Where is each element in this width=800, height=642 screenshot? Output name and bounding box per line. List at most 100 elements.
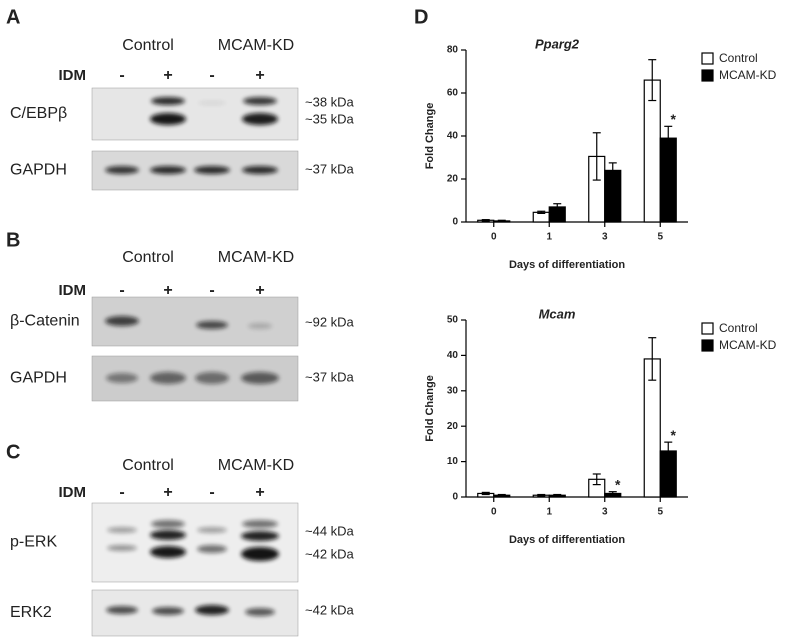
y-axis-label: Fold Change bbox=[424, 103, 436, 170]
y-axis-label: Fold Change bbox=[424, 375, 436, 442]
blot-band bbox=[242, 520, 278, 528]
x-tick-label: 5 bbox=[657, 507, 663, 518]
x-tick-label: 5 bbox=[657, 232, 663, 243]
y-tick-label: 0 bbox=[452, 217, 458, 228]
legend-swatch bbox=[701, 339, 714, 352]
y-tick-label: 20 bbox=[447, 421, 459, 432]
x-axis-label: Days of differentiation bbox=[509, 534, 625, 546]
lane-label: + bbox=[163, 282, 172, 299]
size-label: ~38 kDa bbox=[305, 94, 355, 109]
y-tick-label: 60 bbox=[447, 88, 459, 99]
legend-label: MCAM-KD bbox=[719, 338, 777, 352]
blot-band bbox=[194, 166, 230, 174]
blot-band bbox=[150, 546, 186, 558]
x-tick-label: 3 bbox=[602, 507, 608, 518]
blot-band bbox=[195, 372, 229, 384]
row-label: C/EBPβ bbox=[10, 105, 67, 122]
size-label: ~37 kDa bbox=[305, 161, 355, 176]
blot-band bbox=[151, 97, 185, 105]
size-label: ~44 kDa bbox=[305, 523, 355, 538]
treatment-label: IDM bbox=[59, 484, 87, 501]
size-label: ~42 kDa bbox=[305, 546, 355, 561]
blot-band bbox=[241, 531, 279, 541]
legend-swatch bbox=[701, 69, 714, 82]
blot-band bbox=[106, 606, 138, 614]
row-label: GAPDH bbox=[10, 370, 67, 387]
lane-label: + bbox=[255, 484, 264, 501]
blot-band bbox=[242, 113, 278, 125]
y-tick-label: 30 bbox=[447, 385, 459, 396]
y-tick-label: 10 bbox=[447, 456, 459, 467]
lane-label: - bbox=[209, 484, 214, 501]
lane-label: - bbox=[119, 484, 124, 501]
blot-band bbox=[150, 113, 186, 125]
x-tick-label: 0 bbox=[491, 232, 497, 243]
size-label: ~42 kDa bbox=[305, 602, 355, 617]
chart-title: Pparg2 bbox=[535, 36, 580, 51]
lane-label: + bbox=[255, 67, 264, 84]
blot-band bbox=[107, 545, 137, 551]
bar bbox=[659, 137, 677, 223]
blot-band bbox=[150, 530, 186, 540]
group-label: Control bbox=[122, 249, 174, 266]
panel-letter: D bbox=[414, 6, 428, 28]
significance-mark: * bbox=[671, 111, 677, 127]
blot-band bbox=[198, 101, 226, 105]
blot-band bbox=[241, 372, 279, 384]
y-tick-label: 20 bbox=[447, 174, 459, 185]
row-label: GAPDH bbox=[10, 162, 67, 179]
blot-band bbox=[197, 545, 227, 553]
blot-band bbox=[248, 323, 272, 329]
panel-letter: A bbox=[6, 6, 20, 28]
chart-title: Mcam bbox=[539, 306, 576, 321]
group-label: MCAM-KD bbox=[218, 37, 294, 54]
legend-swatch bbox=[701, 322, 714, 335]
blot-band bbox=[195, 605, 229, 615]
blot-band bbox=[105, 166, 139, 174]
blot-band bbox=[197, 527, 227, 533]
blot-band bbox=[106, 373, 138, 383]
blot-band bbox=[150, 166, 186, 174]
group-label: MCAM-KD bbox=[218, 249, 294, 266]
panel-letter: B bbox=[6, 229, 20, 251]
blot-band bbox=[151, 520, 185, 528]
y-tick-label: 50 bbox=[447, 315, 459, 326]
lane-label: + bbox=[163, 67, 172, 84]
blot-band bbox=[245, 608, 275, 616]
x-axis-label: Days of differentiation bbox=[509, 259, 625, 271]
significance-mark: * bbox=[671, 427, 677, 443]
legend-label: Control bbox=[719, 51, 758, 65]
y-tick-label: 80 bbox=[447, 45, 459, 56]
y-tick-label: 0 bbox=[452, 492, 458, 503]
blot-band bbox=[243, 97, 277, 105]
group-label: MCAM-KD bbox=[218, 457, 294, 474]
blot-band bbox=[150, 372, 186, 384]
significance-mark: * bbox=[615, 476, 621, 492]
legend-label: Control bbox=[719, 321, 758, 335]
lane-label: + bbox=[255, 282, 264, 299]
lane-label: - bbox=[119, 282, 124, 299]
blot-band bbox=[196, 321, 228, 329]
size-label: ~35 kDa bbox=[305, 111, 355, 126]
x-tick-label: 0 bbox=[491, 507, 497, 518]
size-label: ~92 kDa bbox=[305, 314, 355, 329]
blot-band bbox=[107, 527, 137, 533]
size-label: ~37 kDa bbox=[305, 369, 355, 384]
blot-strip bbox=[91, 502, 299, 583]
blot-band bbox=[152, 607, 184, 615]
y-tick-label: 40 bbox=[447, 350, 459, 361]
lane-label: + bbox=[163, 484, 172, 501]
lane-label: - bbox=[209, 282, 214, 299]
legend-label: MCAM-KD bbox=[719, 68, 777, 82]
treatment-label: IDM bbox=[59, 67, 87, 84]
x-tick-label: 3 bbox=[602, 232, 608, 243]
y-tick-label: 40 bbox=[447, 131, 459, 142]
row-label: p-ERK bbox=[10, 534, 57, 551]
row-label: β-Catenin bbox=[10, 313, 80, 330]
lane-label: - bbox=[119, 67, 124, 84]
group-label: Control bbox=[122, 457, 174, 474]
panel-letter: C bbox=[6, 441, 20, 463]
treatment-label: IDM bbox=[59, 282, 87, 299]
group-label: Control bbox=[122, 37, 174, 54]
